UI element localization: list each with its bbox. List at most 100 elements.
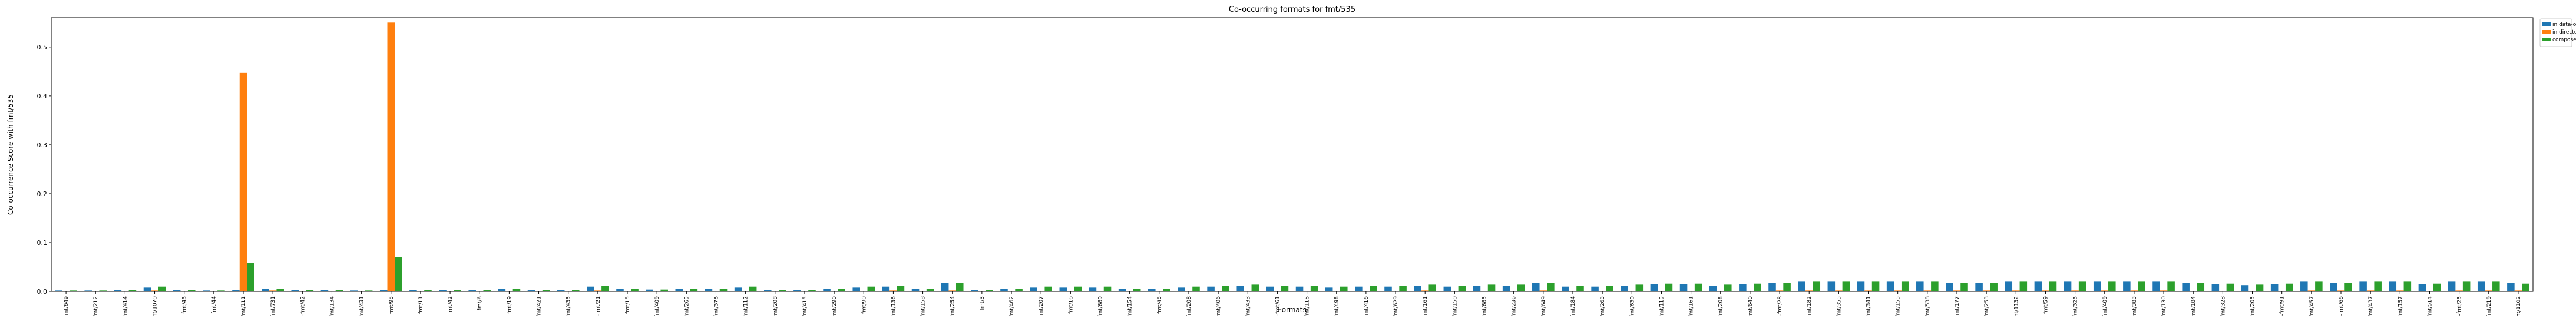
x-tick-label: fmt/629 bbox=[1393, 296, 1399, 316]
x-tick-label: fmt/43 bbox=[182, 296, 188, 314]
bar-composed-43 bbox=[1340, 286, 1348, 292]
x-tick-label: fmt/42 bbox=[448, 296, 454, 314]
x-tick-label: fmt/1132 bbox=[2013, 296, 2019, 316]
bar-in-data-objects-39 bbox=[1207, 286, 1215, 292]
bar-composed-10 bbox=[365, 290, 373, 292]
bar-in-data-objects-32 bbox=[1000, 289, 1008, 292]
x-tick-label: fmt/208 bbox=[773, 296, 779, 316]
bar-in-directories-6 bbox=[239, 72, 247, 292]
x-tick-label: fmt/1102 bbox=[2516, 296, 2522, 316]
bar-composed-6 bbox=[247, 263, 254, 292]
bar-composed-15 bbox=[512, 289, 521, 292]
x-tick-label: fmt/689 bbox=[1097, 296, 1103, 316]
y-tick-label: 0.2 bbox=[37, 190, 48, 198]
x-tick-label: x-fmt/421 bbox=[537, 296, 543, 316]
bar-composed-45 bbox=[1399, 286, 1407, 292]
bar-in-directories-64 bbox=[1953, 290, 1961, 292]
bar-in-directories-30 bbox=[948, 290, 956, 292]
x-tick-label: x-fmt/111 bbox=[241, 296, 247, 316]
bar-in-data-objects-58 bbox=[1768, 283, 1776, 292]
x-tick-label: x-fmt/290 bbox=[832, 296, 838, 316]
x-tick-label: x-fmt/414 bbox=[123, 296, 128, 316]
x-tick-label: x-fmt/158 bbox=[921, 296, 927, 316]
x-tick-label: fmt/16 bbox=[1068, 296, 1074, 314]
bar-in-data-objects-21 bbox=[675, 289, 683, 292]
bar-in-data-objects-3 bbox=[143, 287, 151, 292]
bar-in-data-objects-35 bbox=[1089, 287, 1097, 292]
x-tick-label: x-fmt/21 bbox=[596, 296, 601, 316]
x-tick-label: x-fmt/323 bbox=[2073, 296, 2079, 316]
bar-composed-41 bbox=[1281, 286, 1289, 292]
y-tick-label: 0.5 bbox=[37, 44, 48, 51]
bar-composed-61 bbox=[1871, 281, 1880, 292]
x-tick-label: fmt/19 bbox=[507, 296, 512, 314]
bar-composed-20 bbox=[660, 289, 668, 292]
bar-in-data-objects-7 bbox=[262, 289, 269, 292]
bar-composed-48 bbox=[1487, 284, 1496, 292]
bar-in-data-objects-28 bbox=[882, 286, 890, 292]
bar-in-data-objects-18 bbox=[587, 286, 594, 292]
bar-in-data-objects-19 bbox=[616, 289, 624, 292]
bar-composed-74 bbox=[2256, 284, 2264, 292]
x-tick-label: fmt/649 bbox=[64, 296, 70, 316]
bar-in-data-objects-56 bbox=[1709, 286, 1717, 292]
bar-composed-82 bbox=[2492, 281, 2500, 292]
x-tick-label: fmt/462 bbox=[1009, 296, 1015, 316]
bar-composed-29 bbox=[926, 289, 934, 292]
bar-composed-11 bbox=[395, 257, 402, 292]
legend-label: composed bbox=[2552, 37, 2576, 43]
x-tick-label: x-fmt/182 bbox=[1807, 296, 1813, 316]
bars-layer bbox=[55, 22, 2529, 292]
bar-in-data-objects-25 bbox=[793, 290, 801, 292]
bar-in-data-objects-40 bbox=[1236, 286, 1244, 292]
bar-composed-37 bbox=[1163, 289, 1170, 292]
bar-composed-57 bbox=[1754, 283, 1761, 292]
x-tick-label: fmt/649 bbox=[1541, 296, 1547, 316]
bar-in-data-objects-38 bbox=[1178, 287, 1185, 292]
x-tick-label: x-fmt/415 bbox=[802, 296, 808, 316]
bar-composed-66 bbox=[2019, 281, 2028, 292]
bar-in-directories-18 bbox=[594, 290, 602, 292]
x-tick-label: x-fmt/150 bbox=[1452, 296, 1458, 316]
bar-in-data-objects-75 bbox=[2270, 284, 2279, 292]
x-tick-label: fmt/498 bbox=[1334, 296, 1340, 316]
bar-composed-72 bbox=[2197, 283, 2205, 292]
bar-composed-62 bbox=[1901, 281, 1909, 292]
bar-composed-64 bbox=[1960, 283, 1968, 292]
x-tick-label: fmt/514 bbox=[2427, 296, 2433, 316]
x-tick-label: fmt/115 bbox=[1659, 296, 1665, 316]
bar-in-data-objects-46 bbox=[1414, 286, 1421, 292]
x-tick-label: fmt/15 bbox=[625, 296, 631, 314]
bar-composed-76 bbox=[2315, 281, 2323, 292]
legend-swatch bbox=[2542, 22, 2551, 26]
bar-in-directories-50 bbox=[1539, 290, 1547, 292]
x-tick-label: x-fmt/155 bbox=[1896, 296, 1902, 316]
x-tick-label: fmt/161 bbox=[1423, 296, 1428, 316]
bar-composed-40 bbox=[1251, 284, 1259, 292]
x-tick-label: x-fmt/435 bbox=[566, 296, 572, 316]
bar-composed-65 bbox=[1990, 283, 1998, 292]
bar-in-data-objects-76 bbox=[2300, 281, 2308, 292]
x-tick-label: x-fmt/328 bbox=[2220, 296, 2226, 316]
bar-composed-36 bbox=[1133, 289, 1141, 292]
bar-in-data-objects-79 bbox=[2389, 281, 2397, 292]
bar-in-directories-63 bbox=[1923, 290, 1932, 292]
bar-composed-33 bbox=[1044, 286, 1052, 292]
bar-in-data-objects-1 bbox=[84, 290, 92, 292]
bar-in-data-objects-29 bbox=[911, 289, 920, 292]
bar-composed-23 bbox=[749, 286, 757, 292]
bar-composed-42 bbox=[1310, 286, 1318, 292]
bar-composed-18 bbox=[601, 286, 609, 292]
bar-in-directories-81 bbox=[2455, 290, 2463, 292]
bar-in-data-objects-60 bbox=[1827, 281, 1836, 292]
bar-in-directories-77 bbox=[2337, 290, 2345, 292]
bar-composed-73 bbox=[2226, 283, 2234, 292]
bar-composed-55 bbox=[1694, 283, 1702, 292]
bar-composed-22 bbox=[719, 289, 728, 292]
bar-in-directories-76 bbox=[2307, 290, 2316, 292]
bar-composed-13 bbox=[454, 290, 461, 292]
bar-composed-49 bbox=[1517, 284, 1525, 292]
bar-in-data-objects-30 bbox=[941, 283, 949, 292]
